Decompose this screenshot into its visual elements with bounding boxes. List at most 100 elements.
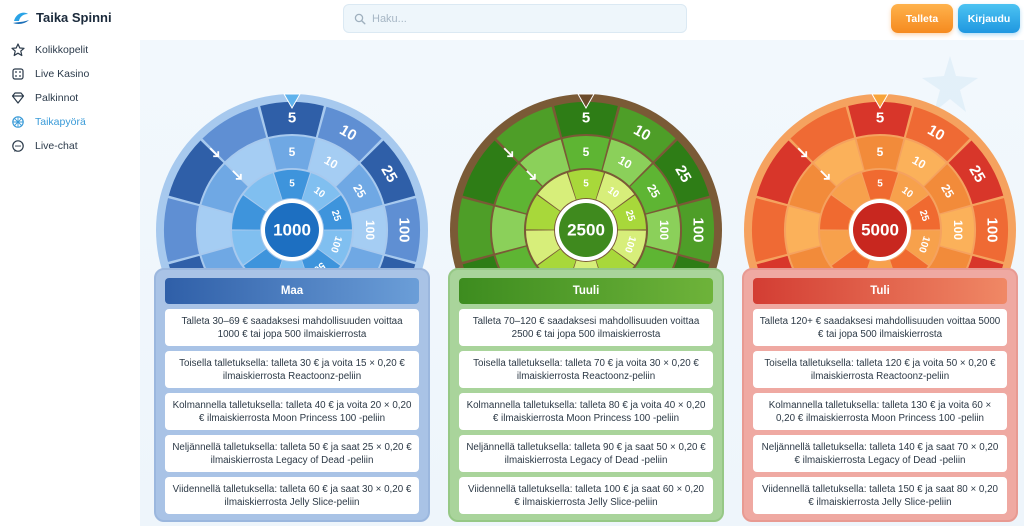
wheel-segment-label: 25 [644,182,663,201]
wheel-inner-segment [274,170,310,200]
wheel-segment-label: 100 [984,217,1001,242]
wheel-outer-segment [360,140,416,205]
card-item: Neljännellä talletuksella: talleta 90 € … [459,435,713,472]
wheel-segment-label: 10 [322,153,341,172]
arrow-icon [232,170,242,180]
logo[interactable]: Taika Spinni [12,8,112,26]
main-content: 510251005102510051025100501000 510251005… [140,40,1024,526]
wheel-segment-label: 25 [623,209,637,223]
wheel-segment-label: 5 [877,145,884,159]
wheel-middle-segment [198,206,232,254]
card-item: Toisella talletuksella: talleta 120 € ja… [753,351,1007,388]
dice-icon [10,66,26,82]
wheel-segment-label: 5 [288,110,296,127]
chat-icon [10,138,26,154]
wheel-outer-segment [554,102,618,138]
wheel-segment-label: 25 [965,163,988,186]
wheel-segment-label: 5 [877,179,883,190]
sidebar-item-taikapyora[interactable]: Taikapyörä [10,110,138,134]
card-item: Talleta 70–120 € saadaksesi mahdollisuud… [459,309,713,346]
wheel-outer-segment [678,198,714,262]
wheel-inner-segment [612,230,646,265]
wheel-inner-segment [906,230,940,265]
arrow-icon [820,170,830,180]
wheel-middle-segment [336,164,383,214]
wheel-outer-segment [752,198,788,262]
background-star-decoration [922,56,978,112]
logo-text: Taika Spinni [36,9,112,25]
wheel-segment-label: 25 [350,182,369,201]
wheel-middle-segment [308,139,358,186]
wheel-segment-label: 100 [328,235,344,255]
logo-icon [13,12,29,24]
wheel-middle-segment [786,206,820,254]
wheel-middle-segment [940,206,974,254]
prize-card-maa: Maa Talleta 30–69 € saadaksesi mahdollis… [154,268,430,522]
search-input[interactable] [372,12,672,25]
search-bar[interactable] [343,4,687,33]
wheel-outer-segment [384,198,420,262]
wheel-inner-segment [596,173,635,211]
wheel-outer-segment [260,102,324,138]
card-item: Viidennellä talletuksella: talleta 60 € … [165,477,419,514]
wheel-segment-label: 10 [925,121,948,144]
login-button[interactable]: Kirjaudu [958,4,1020,33]
card-item: Kolmannella talletuksella: talleta 130 €… [753,393,1007,430]
wheel-inner-segment [537,173,576,211]
wheel-middle-segment [814,139,864,186]
wheel-middle-segment [492,206,526,254]
wheel-middle-segment [924,164,971,214]
wheel-segment-label: 5 [289,145,296,159]
wheel-middle-segment [352,206,386,254]
wheel-segment-label: 10 [631,121,654,144]
card-item: Talleta 120+ € saadaksesi mahdollisuuden… [753,309,1007,346]
wheel-inner-segment [612,195,646,230]
wheel-inner-segment [906,195,940,230]
wheel-segment-label: 100 [916,235,932,255]
wheel-center-prize: 5000 [861,221,899,240]
wheel-segment-label: 100 [951,220,965,240]
card-item: Kolmannella talletuksella: talleta 40 € … [165,393,419,430]
card-item: Talleta 30–69 € saadaksesi mahdollisuude… [165,309,419,346]
star-icon [10,42,26,58]
sidebar-item-label: Palkinnot [35,92,79,104]
wheel-outer-segment [164,198,200,262]
wheel-inner-segment [232,195,266,230]
wheel-outer-segment [972,198,1008,262]
sidebar-nav: Kolikkopelit Live Kasino Palkinnot Taika… [10,38,138,158]
card-item: Kolmannella talletuksella: talleta 80 € … [459,393,713,430]
wheel-segment-label: 100 [622,235,638,255]
arrow-icon [797,147,808,158]
sidebar-item-label: Kolikkopelit [35,44,89,56]
sidebar-item-palkinnot[interactable]: Palkinnot [10,86,138,110]
prize-card-tuli: Tuli Talleta 120+ € saadaksesi mahdollis… [742,268,1018,522]
wheel-hub [853,203,907,257]
wheel-middle-segment [789,164,836,214]
wheel-center-prize: 1000 [273,221,311,240]
sidebar-item-live-kasino[interactable]: Live Kasino [10,62,138,86]
wheel-inner-segment [820,230,854,265]
wheel-segment-label: 10 [337,121,360,144]
wheel-segment-label: 5 [876,110,884,127]
wheel-inner-segment [243,173,282,211]
wheel-outer-segment [202,106,267,162]
wheel-pointer-icon [871,93,889,110]
wheel-outer-segment [168,140,224,205]
sidebar-item-live-chat[interactable]: Live-chat [10,134,138,158]
wheel-outer-segment [462,140,518,205]
wheel-segment-label: 100 [363,220,377,240]
sidebar-item-label: Live Kasino [35,68,90,80]
wheel-segment-label: 25 [671,163,694,186]
wheel-pointer-icon [283,93,301,110]
search-icon [354,13,366,24]
wheel-inner-segment [890,173,929,211]
wheel-segment-label: 25 [917,209,931,223]
wheel-outer-segment [611,106,676,162]
wheel-hub [559,203,613,257]
deposit-button[interactable]: Talleta [891,4,953,33]
sidebar-item-kolikkopelit[interactable]: Kolikkopelit [10,38,138,62]
wheel-inner-segment [862,170,898,200]
arrow-icon [526,170,536,180]
card-item: Toisella talletuksella: talleta 30 € ja … [165,351,419,388]
wheel-middle-segment [856,136,904,170]
